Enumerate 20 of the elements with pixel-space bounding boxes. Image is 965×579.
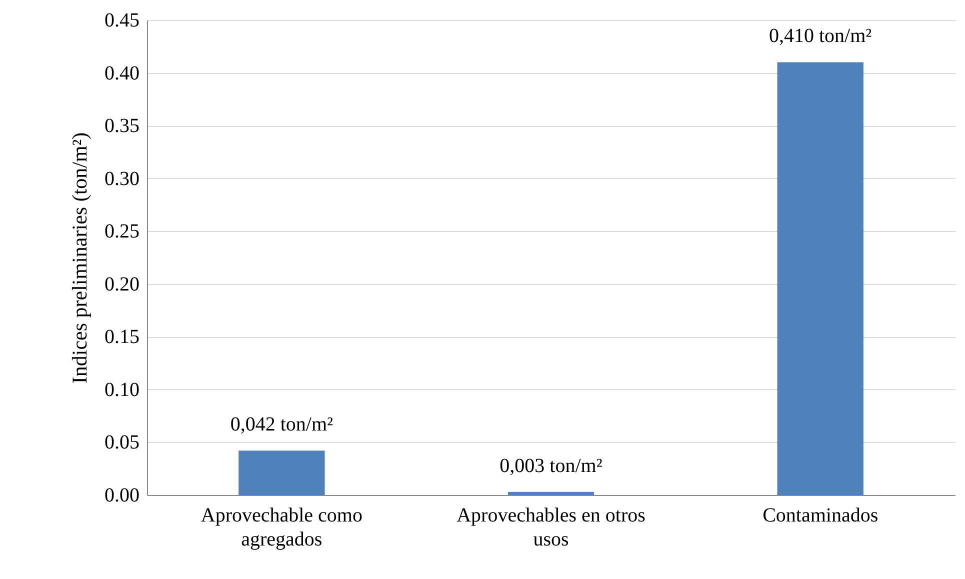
x-tick-label: Aprovechable como agregados bbox=[200, 504, 362, 550]
data-label: 0,410 ton/m² bbox=[768, 25, 872, 48]
y-tick-label: 0.40 bbox=[104, 62, 140, 84]
y-axis-title: Indices preliminaries (ton/m²) bbox=[68, 132, 92, 384]
y-tick-label: 0.45 bbox=[104, 10, 140, 32]
y-tick-label: 0.20 bbox=[104, 273, 140, 296]
y-tick-label: 0.35 bbox=[104, 115, 140, 138]
y-tick-label: 0.00 bbox=[104, 484, 140, 506]
y-tick-label: 0.05 bbox=[104, 432, 140, 454]
y-tick-label: 0.15 bbox=[104, 326, 140, 348]
bar bbox=[238, 450, 325, 495]
y-tick-label: 0.30 bbox=[104, 168, 140, 190]
bar bbox=[508, 492, 594, 495]
data-label: 0,003 ton/m² bbox=[500, 454, 602, 477]
bar bbox=[777, 62, 864, 495]
y-tick-label: 0.10 bbox=[104, 378, 140, 401]
y-tick-label: 0.25 bbox=[104, 220, 140, 243]
data-label: 0,042 ton/m² bbox=[230, 414, 334, 436]
x-tick-label: Contaminados bbox=[762, 504, 878, 526]
x-tick-label: Aprovechables en otros usos bbox=[456, 504, 646, 550]
